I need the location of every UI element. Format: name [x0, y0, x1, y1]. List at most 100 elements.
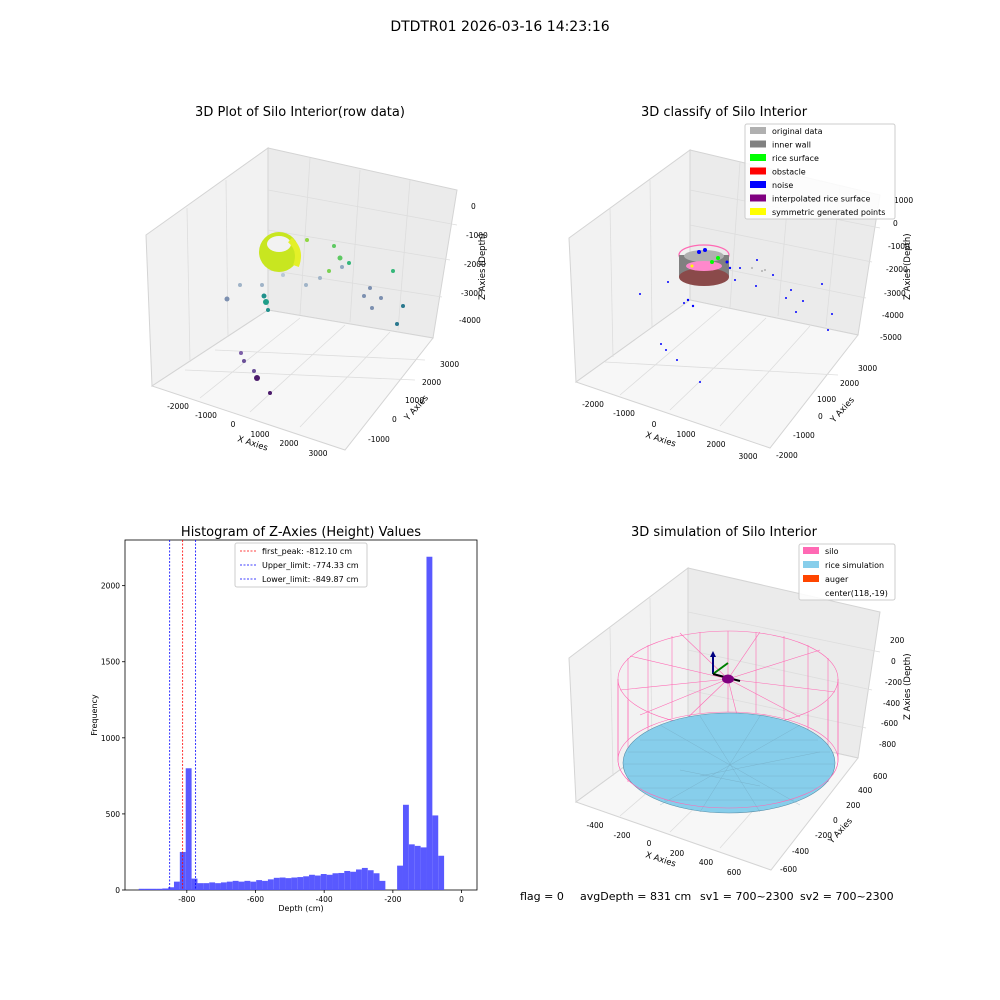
simulation-z-tick: -400 — [883, 699, 900, 708]
raw-x-tick: -2000 — [167, 402, 189, 411]
classify-y-tick: -1000 — [793, 431, 815, 440]
histogram-legend-label: first_peak: -812.10 cm — [262, 547, 352, 556]
histogram-x-tick: -400 — [316, 895, 333, 904]
simulation-y-tick: 200 — [846, 801, 861, 810]
histogram-bar — [356, 869, 362, 890]
histogram-x-label: Depth (cm) — [278, 904, 323, 913]
histogram-bar — [314, 875, 321, 890]
simulation-z-tick: -200 — [885, 678, 902, 687]
simulation-x-tick: 0 — [647, 839, 652, 848]
classify-plot: 3D classify of Silo Interior -2000 — [568, 105, 913, 461]
raw-x-ticks: -2000 -1000 0 1000 2000 3000 — [167, 402, 328, 458]
histogram-bar — [232, 880, 239, 890]
classify-y-tick: 3000 — [858, 364, 877, 373]
simulation-z-tick: -800 — [879, 740, 896, 749]
raw-point-cluster — [287, 237, 301, 268]
figure-title: DTDTR01 2026-03-16 14:23:16 — [390, 19, 609, 35]
histogram-axes-frame — [124, 539, 478, 891]
histogram-bar — [414, 845, 421, 890]
simulation-y-tick: -400 — [792, 847, 809, 856]
classify-z-ticks: -5000 -4000 -3000 -2000 -1000 0 1000 — [880, 196, 913, 342]
histogram-bar — [197, 883, 204, 890]
histogram-bar — [168, 887, 174, 890]
classify-legend-swatch — [750, 127, 766, 134]
classify-legend: original data inner wall rice surface ob… — [744, 123, 896, 220]
classify-y-tick: 1000 — [817, 395, 836, 404]
histogram-title: Histogram of Z-Axies (Height) Values — [181, 525, 421, 540]
classify-z-tick: -1000 — [888, 242, 910, 251]
histogram-bar — [397, 865, 403, 890]
histogram-legend-box — [234, 542, 368, 588]
auger-axis-y — [712, 662, 729, 675]
histogram-bar — [350, 871, 357, 890]
histogram-bar — [326, 874, 333, 890]
histogram-bar — [338, 872, 345, 890]
classify-legend-swatch — [750, 140, 766, 148]
classify-z-label: Z Axies (Depth) — [903, 233, 913, 300]
simulation-x-ticks: -400 -200 0 200 400 600 — [586, 821, 741, 877]
classify-z-tick: 0 — [893, 219, 898, 228]
histogram-bar — [185, 768, 192, 890]
classify-x-label: X Axies — [644, 430, 677, 449]
classify-original-points — [684, 250, 724, 262]
classify-x-tick: 2000 — [706, 440, 725, 449]
histogram-bar — [361, 867, 368, 890]
raw-point-cluster-hole — [267, 236, 291, 252]
classify-y-ticks: -2000 -1000 0 1000 2000 3000 — [776, 364, 877, 460]
classify-legend-label: noise — [772, 181, 793, 190]
flag-text: flag = 0 — [520, 890, 564, 903]
histogram-bar — [215, 883, 221, 890]
simulation-y-tick: -600 — [780, 865, 797, 874]
simulation-legend-swatch — [803, 547, 819, 554]
classify-plot-title: 3D classify of Silo Interior — [641, 105, 808, 120]
raw-x-tick: 2000 — [279, 439, 298, 448]
classify-legend-label: rice surface — [772, 154, 819, 163]
simulation-z-label: Z Axies (Depth) — [903, 653, 913, 720]
histogram-bar — [238, 881, 245, 890]
raw-gridlines — [184, 157, 458, 428]
silo-front-wall — [617, 679, 839, 809]
classify-legend-label: symmetric generated points — [772, 208, 885, 217]
simulation-z-tick: 0 — [891, 657, 896, 666]
sv2-text: sv2 = 700~2300 — [800, 890, 894, 903]
histogram-bar — [432, 815, 439, 890]
raw-z-tick: -1000 — [466, 231, 488, 240]
classify-y-tick: 2000 — [840, 379, 859, 388]
histogram-bar — [285, 878, 292, 890]
simulation-legend-swatch — [803, 575, 819, 582]
classify-legend-swatch — [750, 181, 766, 188]
classify-legend-swatch — [750, 167, 766, 175]
raw-z-label: Z Axies (Depth) — [478, 233, 488, 300]
histogram-x-tick: 0 — [459, 895, 464, 904]
classify-y-tick: -2000 — [776, 451, 798, 460]
histogram-bar — [303, 876, 310, 890]
classify-legend-swatch — [750, 194, 766, 202]
histogram-bar — [408, 844, 415, 890]
histogram-x-ticks: -800 -600 -400 -200 0 — [178, 890, 464, 904]
classify-point — [639, 248, 833, 383]
simulation-x-tick: -200 — [613, 831, 630, 840]
histogram-reference-lines — [169, 540, 197, 890]
raw-x-tick: -1000 — [195, 411, 217, 420]
histogram-bar — [320, 874, 327, 890]
histogram-bar — [291, 877, 298, 890]
histogram-bar — [220, 882, 227, 890]
histogram-bar — [191, 878, 198, 890]
classify-x-tick: 0 — [652, 420, 657, 429]
histogram-bar — [156, 888, 163, 890]
histogram-bar — [209, 882, 216, 890]
raw-x-tick: 1000 — [250, 430, 269, 439]
raw-z-tick: -4000 — [459, 316, 481, 325]
classify-legend-swatch — [750, 208, 766, 215]
histogram-legend: first_peak: -812.10 cm Upper_limit: -774… — [234, 542, 368, 588]
histogram-bar — [144, 888, 151, 890]
simulation-legend: silo rice simulation auger center(118,-1… — [798, 543, 896, 601]
classify-x-tick: -1000 — [613, 409, 635, 418]
classify-scatter-points — [639, 244, 833, 383]
rice-simulation-mesh — [624, 715, 834, 813]
sv1-text: sv1 = 700~2300 — [700, 890, 794, 903]
histogram-bar — [438, 855, 445, 890]
histogram-legend-label: Lower_limit: -849.87 cm — [262, 575, 359, 584]
classify-x-tick: 1000 — [676, 430, 695, 439]
raw-y-tick: -1000 — [368, 435, 390, 444]
